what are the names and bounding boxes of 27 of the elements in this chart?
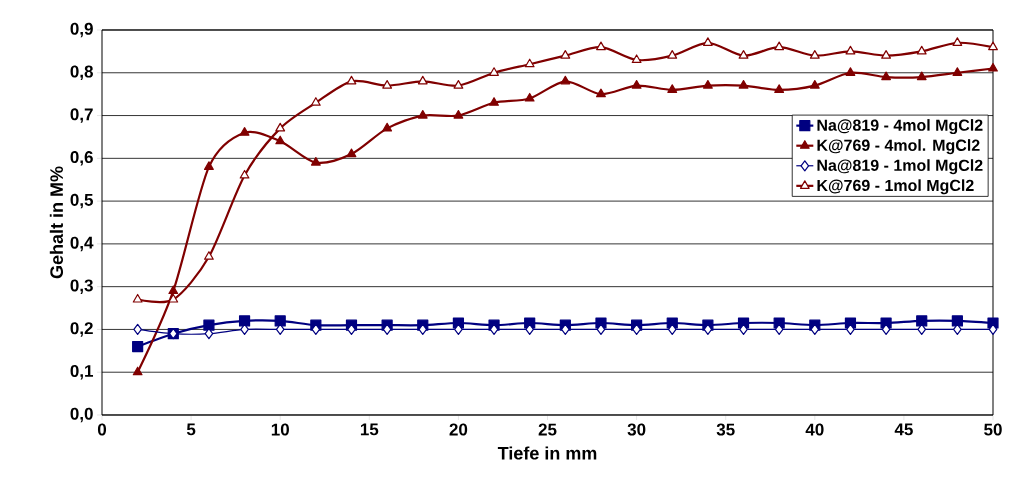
- y-tick-label: 0,1: [70, 364, 94, 380]
- y-tick-label: 0,0: [70, 407, 93, 423]
- legend-label: K@769 - 1mol MgCl2: [817, 179, 974, 195]
- y-tick-label: 0,9: [70, 22, 93, 38]
- legend-label: K@769 - 4mol. MgCl2: [817, 139, 980, 155]
- x-tick-label: 5: [186, 423, 196, 436]
- y-tick-label: 0,5: [70, 193, 94, 209]
- y-tick-label: 0,7: [70, 108, 93, 123]
- x-axis-title: Tiefe in mm: [497, 446, 597, 460]
- y-tick-label: 0,3: [70, 279, 93, 294]
- y-tick-label: 0,4: [70, 236, 94, 252]
- y-tick-label: 0,6: [70, 151, 93, 166]
- y-tick-label: 0,8: [70, 65, 93, 81]
- legend-label: Na@819 - 4mol MgCl2: [817, 119, 983, 135]
- y-axis-title: Gehalt in M%: [49, 166, 64, 279]
- x-tick-label: 30: [627, 423, 646, 436]
- x-tick-label: 20: [449, 423, 468, 436]
- x-tick-label: 50: [984, 423, 1002, 436]
- x-tick-label: 25: [538, 423, 557, 436]
- x-tick-label: 0: [97, 423, 107, 436]
- x-tick-label: 10: [271, 423, 289, 436]
- y-tick-label: 0,2: [70, 322, 93, 337]
- x-tick-label: 15: [360, 423, 379, 436]
- x-tick-label: 35: [716, 423, 735, 436]
- legend-label: Na@819 - 1mol MgCl2: [817, 159, 983, 175]
- x-tick-label: 40: [805, 423, 824, 436]
- x-tick-label: 45: [894, 423, 913, 436]
